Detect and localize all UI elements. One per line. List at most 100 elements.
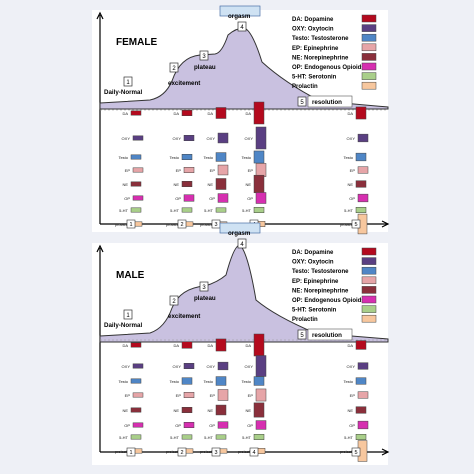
female-phase-3-number: 3 [202, 54, 206, 60]
female-orgasm-label-box [219, 5, 261, 17]
female-phase-4-number-box [237, 21, 247, 32]
male-legend-label-testo: Testo: Testosterone [292, 269, 349, 275]
male-row-label-oxy-phase-1: OXY [122, 364, 131, 369]
male-bar-testo-phase-5 [355, 377, 367, 385]
female-resolution-label-box [307, 95, 353, 108]
female-row-label-testo-phase-2: Testo [169, 155, 179, 160]
female-bar-sht-phase-4 [253, 207, 265, 213]
male-y-axis-arrow [96, 244, 104, 253]
male-orgasm-label-box [219, 222, 261, 234]
male-bar-ep-phase-2 [183, 392, 195, 398]
male-row-label-da-phase-4: DA [245, 343, 251, 348]
male-legend-label-ne: NE: Norepinephrine [292, 288, 349, 294]
male-legend-swatch-sht [361, 305, 377, 313]
female-row-label-da-phase-5: DA [347, 111, 353, 116]
female-axis-marker-3: 3 [214, 222, 217, 228]
female-row-label-op-phase-5: OP [349, 196, 355, 201]
female-y-axis-arrow [96, 11, 104, 20]
male-row-label-ep-phase-4: EP [248, 393, 254, 398]
female-bar-oxy-phase-4 [255, 126, 267, 150]
female-row-label-testo-phase-1: Testo [118, 155, 128, 160]
male-bar-op-phase-2 [183, 422, 195, 428]
female-legend-swatch-testo [361, 33, 377, 42]
female-legend-swatch-ne [361, 53, 377, 61]
male-legend-label-op: OP: Endogenous Opioids [292, 298, 365, 304]
male-bar-sht-phase-3 [215, 434, 227, 440]
male-bar-da-phase-3 [215, 338, 227, 352]
female-legend-label-op: OP: Endogenous Opioids [292, 65, 365, 71]
male-axis-marker-3: 3 [214, 450, 217, 456]
female-legend-swatch-da [361, 14, 377, 23]
male-axis-marker-box-4 [249, 447, 259, 457]
male-legend-label-ep: EP: Epinephrine [292, 279, 339, 285]
male-phase-5-number: 5 [300, 333, 304, 339]
female-row-label-ne-phase-2: NE [173, 182, 179, 187]
male-bar-sht-phase-5 [355, 434, 367, 440]
male-row-label-ne-phase-2: NE [173, 408, 179, 413]
male-phase-4-number: 4 [240, 242, 244, 248]
female-phase-4-number: 4 [240, 25, 244, 31]
male-bar-oxy-phase-5 [357, 362, 369, 370]
male-legend-swatch-prl [361, 314, 377, 323]
female-row-label-ne-phase-1: NE [122, 182, 128, 187]
female-row-label-ne-phase-4: NE [245, 182, 251, 187]
male-legend-swatch-op [361, 295, 377, 304]
male-legend-swatch-da [361, 247, 377, 256]
male-bar-ne-phase-2 [181, 407, 193, 413]
male-bar-sht-phase-1 [130, 434, 142, 440]
female-bar-da-phase-4 [253, 101, 265, 125]
male-bar-sht-phase-4 [253, 434, 265, 440]
female-phase-5-label: resolution [312, 99, 342, 106]
male-row-label-ep-phase-1: EP [125, 393, 131, 398]
male-axis-marker-5: 5 [354, 450, 357, 456]
female-bar-sht-phase-5 [355, 207, 367, 213]
female-row-label-sht-phase-4: 5-HT [242, 208, 251, 213]
female-legend-label-prl: Prolactin [292, 84, 318, 90]
male-row-label-ep-phase-3: EP [210, 393, 216, 398]
female-phase-1-number-box [123, 76, 133, 87]
female-bar-oxy-phase-5 [357, 133, 369, 143]
female-axis-marker-box-2 [177, 219, 187, 229]
female-row-label-sht-phase-2: 5-HT [170, 208, 179, 213]
male-row-label-sht-phase-2: 5-HT [170, 435, 179, 440]
female-row-label-sht-phase-1: 5-HT [119, 208, 128, 213]
female-bar-sht-phase-1 [130, 207, 142, 213]
female-row-label-op-phase-1: OP [124, 196, 130, 201]
male-axis-marker-box-1 [126, 447, 136, 457]
female-bar-ep-phase-3 [217, 164, 229, 176]
female-bar-testo-phase-1 [130, 154, 142, 160]
male-bar-ep-phase-3 [217, 389, 229, 401]
male-row-label-ep-phase-2: EP [176, 393, 182, 398]
male-row-label-oxy-phase-3: OXY [207, 364, 216, 369]
male-phase-3-number-box [199, 281, 209, 292]
female-x-axis-arrow [381, 220, 390, 228]
male-bar-ep-phase-1 [132, 392, 144, 398]
female-axis-marker-box-1 [126, 219, 136, 229]
female-axis-marker-5: 5 [354, 222, 357, 228]
male-phase-4-label: orgasm [228, 230, 251, 237]
male-panel-title: MALE [116, 270, 145, 281]
male-row-label-op-phase-3: OP [209, 423, 215, 428]
female-phase-3-label: plateau [194, 64, 216, 71]
female-row-label-oxy-phase-4: OXY [245, 136, 254, 141]
male-bar-ep-phase-4 [255, 388, 267, 402]
male-axis-marker-4: 4 [252, 450, 255, 456]
male-bar-op-phase-5 [357, 420, 369, 430]
male-x-axis-arrow [381, 448, 390, 456]
female-row-label-testo-phase-5: Testo [343, 155, 353, 160]
male-legend-swatch-testo [361, 266, 377, 275]
male-axis-marker-box-3 [211, 447, 221, 457]
female-row-label-ne-phase-5: NE [347, 182, 353, 187]
male-legend-label-sht: 5-HT: Serotonin [292, 308, 337, 314]
female-bar-oxy-phase-1 [132, 135, 144, 141]
male-bar-ep-phase-5 [357, 391, 369, 399]
male-bar-da-phase-4 [253, 333, 265, 357]
female-legend-label-da: DA: Dopamine [292, 17, 334, 23]
male-phase-1-number-box [123, 309, 133, 320]
female-bar-op-phase-3 [217, 193, 229, 203]
female-row-label-sht-phase-5: 5-HT [344, 208, 353, 213]
male-phase-3-label: plateau [194, 295, 216, 302]
male-row-label-ne-phase-5: NE [347, 408, 353, 413]
male-row-label-ep-phase-5: EP [350, 393, 356, 398]
male-row-label-testo-phase-1: Testo [118, 379, 128, 384]
